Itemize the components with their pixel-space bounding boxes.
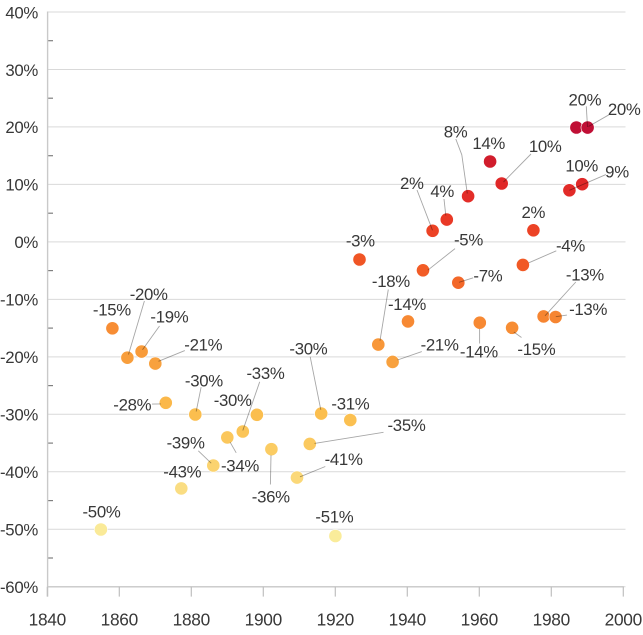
svg-text:-33%: -33%	[247, 364, 285, 383]
svg-text:-43%: -43%	[163, 462, 201, 481]
svg-text:-20%: -20%	[130, 285, 168, 304]
svg-text:40%: 40%	[5, 3, 38, 22]
svg-text:2%: 2%	[521, 203, 545, 222]
svg-text:20%: 20%	[569, 91, 602, 110]
svg-text:1960: 1960	[461, 609, 498, 629]
svg-text:-4%: -4%	[556, 237, 585, 256]
svg-text:0%: 0%	[14, 233, 38, 252]
svg-text:1840: 1840	[29, 609, 66, 629]
svg-text:-41%: -41%	[325, 450, 363, 469]
svg-text:-60%: -60%	[0, 578, 38, 597]
svg-text:-28%: -28%	[113, 396, 151, 415]
svg-text:-50%: -50%	[0, 521, 38, 540]
svg-text:-15%: -15%	[93, 301, 131, 320]
svg-text:2000: 2000	[605, 609, 642, 629]
svg-text:4%: 4%	[430, 182, 454, 201]
svg-text:1860: 1860	[101, 609, 138, 629]
svg-text:-30%: -30%	[0, 406, 38, 425]
svg-text:-14%: -14%	[460, 343, 498, 362]
svg-text:-20%: -20%	[0, 348, 38, 367]
svg-text:10%: 10%	[529, 137, 562, 156]
svg-text:20%: 20%	[5, 118, 38, 137]
svg-text:20%: 20%	[608, 100, 641, 119]
svg-text:1880: 1880	[173, 609, 210, 629]
svg-text:1920: 1920	[317, 609, 354, 629]
svg-text:-21%: -21%	[421, 335, 459, 354]
svg-text:-39%: -39%	[167, 434, 205, 453]
svg-text:-34%: -34%	[221, 456, 259, 475]
svg-text:-51%: -51%	[315, 507, 353, 526]
svg-text:-13%: -13%	[566, 265, 604, 284]
svg-text:-36%: -36%	[252, 487, 290, 506]
svg-text:-13%: -13%	[569, 300, 607, 319]
svg-text:2%: 2%	[400, 174, 424, 193]
svg-text:-30%: -30%	[289, 340, 327, 359]
svg-text:8%: 8%	[444, 123, 468, 142]
svg-text:-30%: -30%	[214, 391, 252, 410]
svg-text:10%: 10%	[5, 176, 38, 195]
svg-text:-50%: -50%	[83, 502, 121, 521]
svg-text:-18%: -18%	[372, 272, 410, 291]
svg-text:10%: 10%	[565, 157, 598, 176]
svg-text:-3%: -3%	[346, 232, 375, 251]
svg-text:-21%: -21%	[184, 335, 222, 354]
svg-text:30%: 30%	[5, 61, 38, 80]
svg-text:-15%: -15%	[517, 340, 555, 359]
svg-text:-35%: -35%	[388, 416, 426, 435]
svg-text:-31%: -31%	[331, 394, 369, 413]
svg-text:9%: 9%	[605, 163, 629, 182]
svg-text:-10%: -10%	[0, 291, 38, 310]
svg-text:-19%: -19%	[150, 308, 188, 327]
svg-text:-14%: -14%	[388, 295, 426, 314]
svg-text:1900: 1900	[245, 609, 282, 629]
svg-text:1980: 1980	[533, 609, 570, 629]
svg-text:-7%: -7%	[473, 267, 502, 286]
svg-text:14%: 14%	[472, 134, 505, 153]
svg-text:1940: 1940	[389, 609, 426, 629]
svg-text:-30%: -30%	[185, 371, 223, 390]
svg-text:-40%: -40%	[0, 463, 38, 482]
svg-text:-5%: -5%	[454, 231, 483, 250]
